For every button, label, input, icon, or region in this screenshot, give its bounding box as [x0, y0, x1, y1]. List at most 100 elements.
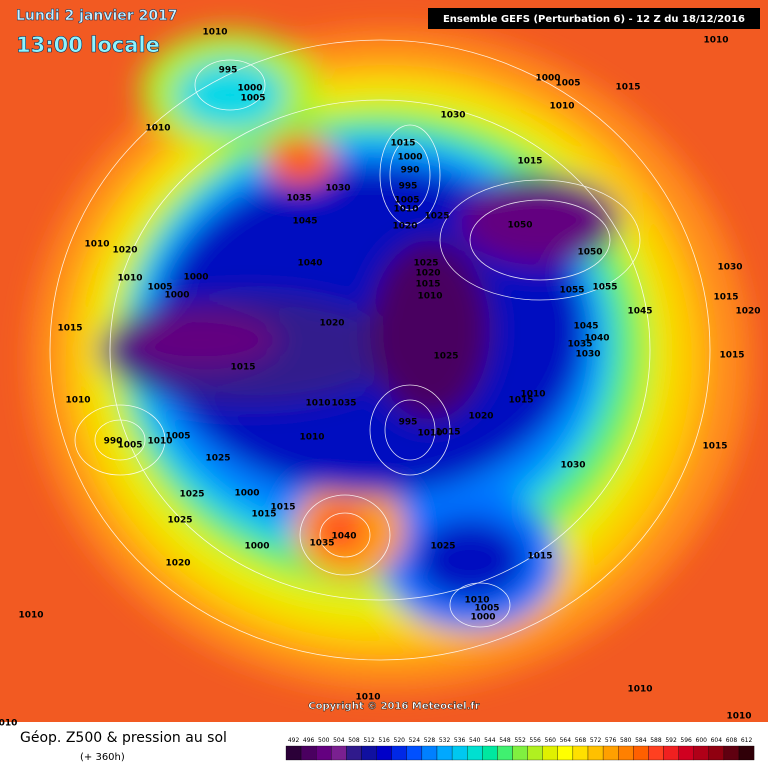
model-banner [428, 8, 760, 29]
pressure-label: 1000 [237, 84, 262, 94]
legend-label: 520 [394, 737, 406, 744]
legend-swatch [693, 745, 709, 761]
pressure-label: 1025 [430, 542, 455, 552]
pressure-label: 1025 [424, 212, 449, 222]
pressure-label: 1020 [165, 559, 190, 569]
footer-title: Géop. Z500 & pression au sol [20, 730, 227, 746]
pressure-label: 1010 [147, 437, 172, 447]
pressure-label: 1020 [735, 307, 760, 317]
pressure-label: 1015 [719, 351, 744, 361]
pressure-label: 1035 [286, 194, 311, 204]
pressure-label: 1030 [717, 263, 742, 273]
pressure-label: 1005 [474, 604, 499, 614]
pressure-label: 990 [401, 166, 420, 176]
pressure-label: 1000 [470, 613, 495, 623]
legend-label: 504 [333, 737, 345, 744]
pressure-label: 1015 [713, 293, 738, 303]
legend-label: 560 [545, 737, 557, 744]
pressure-label: 010 [0, 719, 17, 729]
legend-label: 568 [575, 737, 587, 744]
pressure-label: 1020 [468, 412, 493, 422]
pressure-label: 1010 [305, 399, 330, 409]
z500-field [30, 30, 750, 690]
pressure-label: 1015 [615, 83, 640, 93]
legend-label: 524 [409, 737, 421, 744]
pressure-label: 1025 [433, 352, 458, 362]
pressure-label: 1025 [205, 454, 230, 464]
footer-lead: (+ 360h) [80, 752, 125, 763]
legend-swatch [542, 745, 558, 761]
pressure-label: 1005 [240, 94, 265, 104]
forecast-date: Lundi 2 janvier 2017 [16, 8, 178, 24]
pressure-label: 1020 [319, 319, 344, 329]
legend-swatch [436, 745, 453, 761]
legend-label: 588 [650, 737, 662, 744]
copyright: Copyright © 2016 Meteociel.fr [308, 701, 479, 712]
legend-swatch [633, 745, 649, 761]
pressure-label: 1010 [117, 274, 142, 284]
pressure-label: 1030 [325, 184, 350, 194]
pressure-label: 990 [104, 437, 123, 447]
legend-swatch [587, 745, 604, 761]
pressure-label: 1020 [415, 269, 440, 279]
legend-swatch [406, 745, 423, 761]
pressure-label: 995 [399, 182, 418, 192]
pressure-label: 995 [399, 418, 418, 428]
pressure-label: 1040 [331, 532, 356, 542]
pressure-label: 1035 [331, 399, 356, 409]
pressure-label: 1005 [165, 432, 190, 442]
legend-label: 496 [303, 737, 315, 744]
legend-label: 544 [484, 737, 496, 744]
pressure-label: 1005 [147, 283, 172, 293]
pressure-label: 1005 [555, 79, 580, 89]
pressure-label: 1015 [251, 510, 276, 520]
pressure-label: 1000 [244, 542, 269, 552]
pressure-label: 1030 [560, 461, 585, 471]
legend-swatch [497, 745, 513, 761]
legend-label: 604 [711, 737, 723, 744]
pressure-label: 1015 [390, 139, 415, 149]
legend-swatch [557, 745, 574, 761]
legend-label: 512 [363, 737, 375, 744]
legend-label: 536 [454, 737, 466, 744]
legend-swatch [421, 745, 438, 761]
isobars [49, 39, 711, 661]
pressure-label: 1035 [567, 340, 592, 350]
pressure-label: 1010 [417, 292, 442, 302]
legend-label: 540 [469, 737, 481, 744]
legend-swatch [738, 745, 755, 761]
legend-label: 564 [560, 737, 572, 744]
pressure-label: 995 [219, 66, 238, 76]
legend-label: 572 [590, 737, 602, 744]
pressure-label: 1000 [397, 153, 422, 163]
pressure-label: 1025 [167, 516, 192, 526]
pressure-label: 1000 [164, 291, 189, 301]
pressure-label: 1010 [464, 596, 489, 606]
legend-swatch [361, 745, 377, 761]
legend-swatch [346, 745, 362, 761]
legend-label: 532 [439, 737, 451, 744]
pressure-label: 1015 [527, 552, 552, 562]
legend-swatch [512, 745, 528, 761]
pressure-label: 1055 [559, 286, 584, 296]
pressure-label: 1015 [270, 503, 295, 513]
footer: Géop. Z500 & pression au sol (+ 360h) 49… [20, 730, 755, 763]
pressure-label: 1015 [230, 363, 255, 373]
legend-label: 596 [680, 737, 692, 744]
pressure-label: 1030 [440, 111, 465, 121]
legend-swatch [572, 745, 589, 761]
legend-swatch [618, 745, 634, 761]
pressure-label: 1015 [702, 442, 727, 452]
pressure-label: 1005 [394, 196, 419, 206]
forecast-time: 13:00 locale [16, 33, 160, 57]
legend-swatch [467, 745, 483, 761]
pressure-label: 1010 [299, 433, 324, 443]
legend-label: 552 [514, 737, 526, 744]
pressure-label: 1035 [309, 539, 334, 549]
pressure-label: 1010 [84, 240, 109, 250]
pressure-label: 1010 [355, 693, 380, 703]
pressure-label: 1010 [726, 712, 751, 722]
legend-swatch [451, 745, 468, 761]
pressure-label: 1000 [234, 489, 259, 499]
